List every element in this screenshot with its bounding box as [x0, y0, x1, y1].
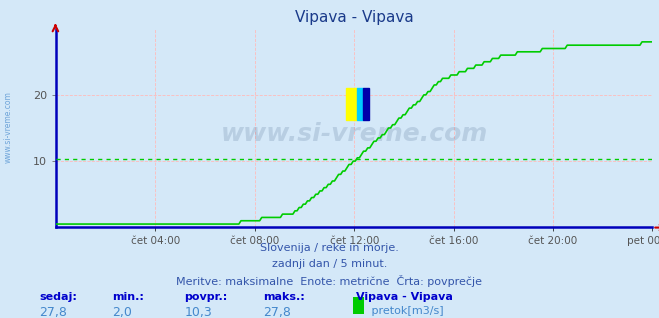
Text: Vipava - Vipava: Vipava - Vipava [356, 292, 453, 302]
Text: www.si-vreme.com: www.si-vreme.com [221, 122, 488, 146]
Text: sedaj:: sedaj: [40, 292, 77, 302]
Text: www.si-vreme.com: www.si-vreme.com [4, 91, 13, 163]
Text: pretok[m3/s]: pretok[m3/s] [368, 306, 444, 316]
Text: 27,8: 27,8 [40, 306, 67, 318]
Bar [347, 88, 357, 120]
Text: Meritve: maksimalne  Enote: metrične  Črta: povprečje: Meritve: maksimalne Enote: metrične Črta… [177, 275, 482, 287]
Title: Vipava - Vipava: Vipava - Vipava [295, 10, 414, 25]
Text: povpr.:: povpr.: [185, 292, 228, 302]
Text: zadnji dan / 5 minut.: zadnji dan / 5 minut. [272, 259, 387, 269]
Text: 10,3: 10,3 [185, 306, 212, 318]
Text: maks.:: maks.: [264, 292, 305, 302]
Text: Slovenija / reke in morje.: Slovenija / reke in morje. [260, 243, 399, 253]
Bar [357, 88, 363, 120]
Text: min.:: min.: [112, 292, 144, 302]
Text: 2,0: 2,0 [112, 306, 132, 318]
Text: 27,8: 27,8 [264, 306, 291, 318]
Bar [363, 88, 369, 120]
